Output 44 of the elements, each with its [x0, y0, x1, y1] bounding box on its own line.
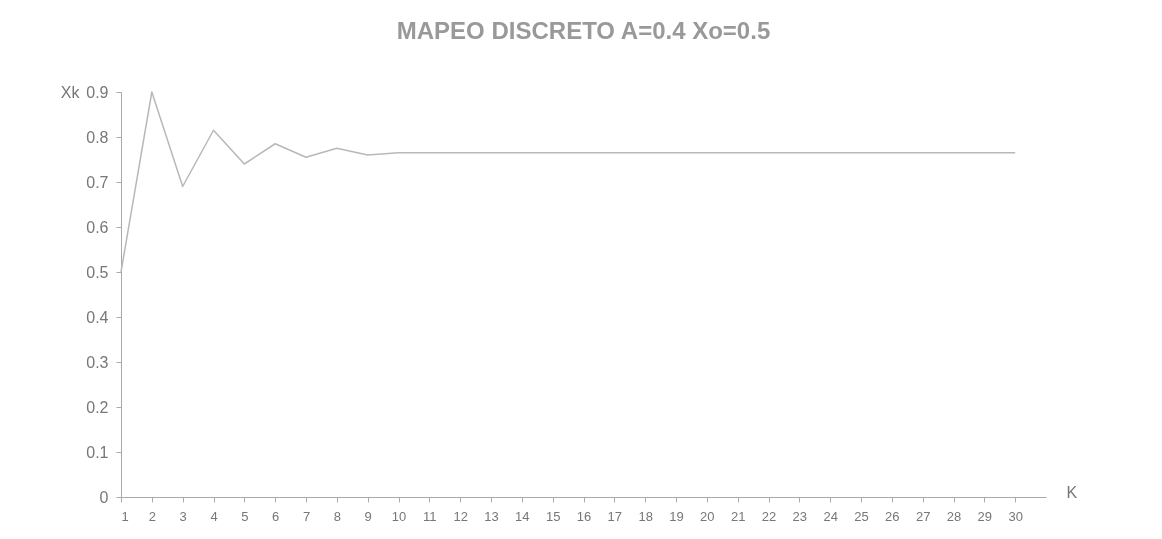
x-tick-label: 13 — [484, 508, 499, 524]
y-tick-label: 0.4 — [86, 308, 109, 326]
y-axis-title: Xk — [60, 83, 81, 101]
chart-title: MAPEO DISCRETO A=0.4 Xo=0.5 — [396, 17, 771, 44]
x-tick-label: 30 — [1008, 508, 1023, 524]
y-tick-label: 0.2 — [86, 398, 109, 416]
y-tick-label: 0.8 — [86, 128, 109, 146]
x-tick-label: 28 — [946, 508, 962, 524]
x-tick-label: 8 — [333, 508, 341, 524]
x-tick-label: 3 — [179, 508, 187, 524]
x-tick-label: 25 — [854, 508, 869, 524]
x-tick-label: 11 — [423, 508, 437, 524]
x-tick-label: 27 — [915, 508, 931, 524]
x-axis-title: K — [1066, 483, 1078, 501]
x-tick-label: 12 — [453, 508, 468, 524]
x-tick-label: 20 — [700, 508, 715, 524]
x-tick-label: 14 — [515, 508, 530, 524]
y-tick-label: 0.1 — [86, 443, 109, 461]
x-tick-label: 21 — [730, 508, 746, 524]
y-tick-label: 0.6 — [86, 218, 109, 236]
x-tick-label: 4 — [210, 508, 218, 524]
y-tick-label: 0.5 — [86, 263, 109, 281]
x-tick-label: 9 — [364, 508, 372, 524]
x-tick-label: 18 — [638, 508, 653, 524]
x-tick-label: 22 — [761, 508, 777, 524]
x-tick-label: 7 — [302, 508, 311, 524]
x-tick-label: 16 — [576, 508, 592, 524]
x-tick-label: 26 — [885, 508, 900, 524]
x-tick-label: 17 — [607, 508, 623, 524]
x-tick-label: 23 — [792, 508, 808, 524]
x-tick-label: 2 — [148, 508, 156, 524]
x-tick-label: 15 — [545, 508, 561, 524]
y-tick-label: 0.3 — [86, 353, 109, 371]
x-tick-label: 29 — [977, 508, 993, 524]
x-tick-label: 6 — [272, 508, 280, 524]
line-series — [120, 91, 1016, 273]
x-tick-label: 19 — [669, 508, 684, 524]
x-tick-label: 1 — [121, 508, 129, 524]
x-tick-label: 24 — [823, 508, 838, 524]
y-tick-label: 0.9 — [86, 83, 109, 101]
x-tick-label: 5 — [241, 508, 249, 524]
y-tick-label: 0.7 — [86, 173, 109, 191]
y-tick-label: 0 — [99, 488, 109, 506]
x-tick-label: 10 — [391, 508, 407, 524]
